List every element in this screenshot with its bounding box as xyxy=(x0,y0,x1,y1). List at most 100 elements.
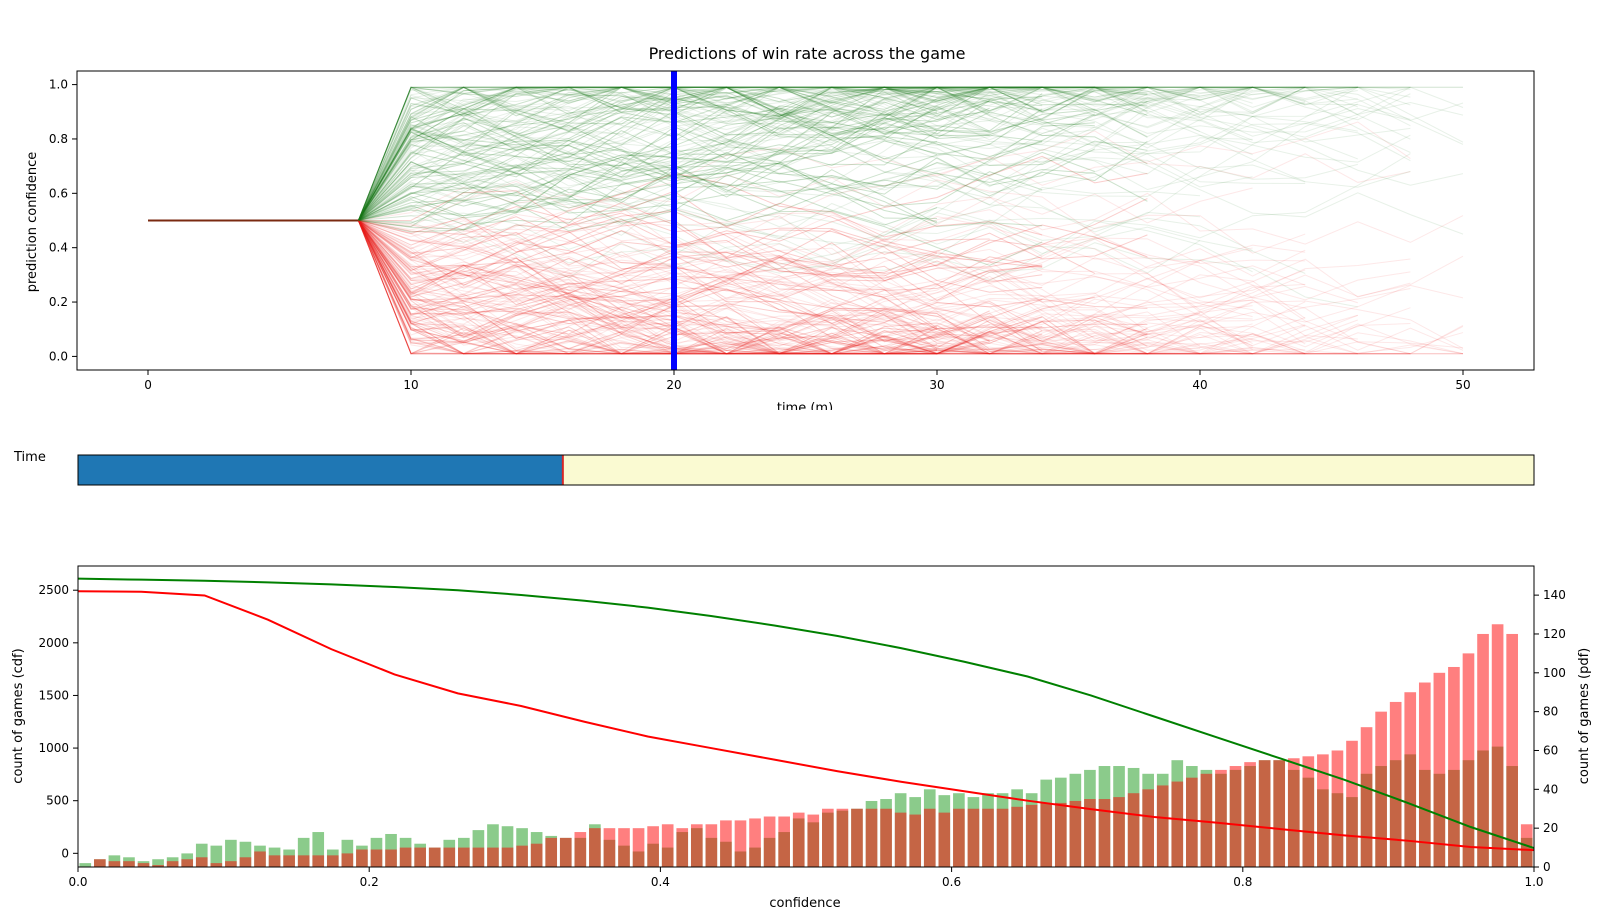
loss-pdf-bar xyxy=(1113,797,1125,867)
loss-pdf-bar xyxy=(239,857,252,867)
win-pdf-bar xyxy=(428,847,441,867)
win-trajectory-line xyxy=(358,86,1043,221)
loss-pdf-bar xyxy=(1477,633,1489,867)
loss-pdf-bar xyxy=(1244,762,1256,867)
loss-trajectory-line xyxy=(357,220,938,355)
win-trajectory-line xyxy=(358,157,1253,221)
win-trajectory-line xyxy=(357,86,1464,221)
loss-pdf-bar xyxy=(1200,773,1213,867)
loss-trajectory-line xyxy=(358,192,1464,310)
loss-trajectory-line xyxy=(357,220,1253,355)
loss-trajectory-line xyxy=(357,220,1464,355)
win-trajectory-line xyxy=(358,202,1306,274)
win-pdf-bar xyxy=(894,793,907,867)
win-pdf-bar xyxy=(982,793,994,867)
bottom-y-tick-label: 2000 xyxy=(38,636,69,650)
win-trajectory-line xyxy=(358,136,1043,233)
win-trajectory-line xyxy=(358,135,938,221)
win-trajectory-line xyxy=(357,86,1358,221)
win-pdf-bar xyxy=(1331,793,1344,867)
loss-pdf-bar xyxy=(326,855,339,867)
win-pdf-bar xyxy=(152,859,164,867)
loss-pdf-bar xyxy=(370,849,383,867)
loss-pdf-bar xyxy=(545,837,558,867)
loss-trajectory-line xyxy=(358,220,1043,309)
win-pdf-bar xyxy=(778,832,790,867)
win-pdf-bar xyxy=(923,789,936,867)
win-trajectory-line xyxy=(357,86,1043,221)
loss-trajectory-line xyxy=(358,220,1464,355)
bottom-x-tick-label: 0.8 xyxy=(1233,875,1252,889)
win-trajectory-line xyxy=(358,86,1358,221)
time-slider[interactable] xyxy=(0,450,1614,490)
win-trajectory-line xyxy=(357,86,938,221)
win-pdf-bar xyxy=(414,843,426,867)
loss-trajectory-line xyxy=(358,220,1411,351)
loss-pdf-bar xyxy=(661,824,674,867)
win-trajectory-line xyxy=(358,153,1411,262)
win-pdf-bar xyxy=(1186,766,1198,867)
win-trajectory-line xyxy=(358,130,938,221)
loss-pdf-bar xyxy=(1389,701,1402,867)
win-pdf-bar xyxy=(851,808,863,867)
win-trajectory-line xyxy=(358,86,1253,221)
loss-trajectory-line xyxy=(358,220,1148,355)
loss-pdf-bar xyxy=(414,847,426,867)
loss-trajectory-line xyxy=(357,220,1358,355)
win-trajectory-line xyxy=(358,86,1411,221)
win-pdf-bar xyxy=(1011,789,1023,867)
win-trajectory-line xyxy=(357,103,1043,221)
bottom-x-tick-label: 1.0 xyxy=(1524,875,1543,889)
loss-trajectory-line xyxy=(358,220,1043,286)
win-trajectory-line xyxy=(358,134,1411,236)
loss-trajectory-line xyxy=(357,220,937,355)
win-pdf-bar xyxy=(1462,760,1475,867)
win-trajectory-line xyxy=(358,161,1043,266)
win-pdf-bar xyxy=(1302,777,1315,867)
loss-trajectory-line xyxy=(358,220,1411,355)
top-x-tick-label: 20 xyxy=(666,378,681,392)
loss-pdf-bar xyxy=(909,814,922,867)
top-x-tick-label: 50 xyxy=(1455,378,1470,392)
loss-trajectory-line xyxy=(357,220,1411,355)
loss-trajectory-line xyxy=(358,220,1306,355)
loss-trajectory-line xyxy=(357,220,1043,351)
loss-trajectory-line xyxy=(357,220,1095,355)
slider-frame xyxy=(77,454,1535,486)
loss-pdf-bar xyxy=(618,828,630,867)
win-pdf-bar xyxy=(326,849,339,867)
win-pdf-bar xyxy=(1084,769,1096,867)
loss-trajectory-line xyxy=(358,220,1358,355)
loss-pdf-bar xyxy=(1491,624,1504,867)
win-trajectory-line xyxy=(357,86,1306,221)
win-trajectory-line xyxy=(357,86,1306,221)
bottom-y2-tick-label: 20 xyxy=(1543,821,1558,835)
loss-trajectory-line xyxy=(357,220,1200,355)
loss-pdf-bar xyxy=(1054,802,1067,867)
loss-trajectory-line xyxy=(357,220,1148,355)
win-trajectory-line xyxy=(358,108,1043,221)
win-trajectory-line xyxy=(357,101,1148,221)
win-pdf-bar xyxy=(734,851,747,867)
loss-trajectory-line xyxy=(358,218,1096,295)
loss-trajectory-line xyxy=(357,220,1253,355)
loss-pdf-bar xyxy=(181,859,194,867)
win-pdf-bar xyxy=(792,818,805,867)
loss-pdf-bar xyxy=(1186,777,1198,867)
loss-pdf-bar xyxy=(749,818,761,867)
loss-trajectory-line xyxy=(357,220,1148,355)
win-pdf-bar xyxy=(589,824,601,867)
win-trajectory-line xyxy=(357,86,1148,221)
win-pdf-bar xyxy=(1389,760,1402,867)
win-trajectory-line xyxy=(358,160,1043,221)
bottom-y2-axis-label: count of games (pdf) xyxy=(1577,648,1592,784)
loss-trajectory-line xyxy=(357,220,1358,355)
loss-trajectory-line xyxy=(357,220,1043,355)
win-pdf-bar xyxy=(108,855,121,867)
bottom-y2-tick-label: 40 xyxy=(1543,782,1558,796)
win-pdf-bar xyxy=(1418,769,1431,867)
loss-pdf-bar xyxy=(807,814,820,867)
win-pdf-bar xyxy=(1127,767,1140,867)
loss-trajectory-line xyxy=(358,121,1411,247)
loss-pdf-bar xyxy=(210,863,223,867)
